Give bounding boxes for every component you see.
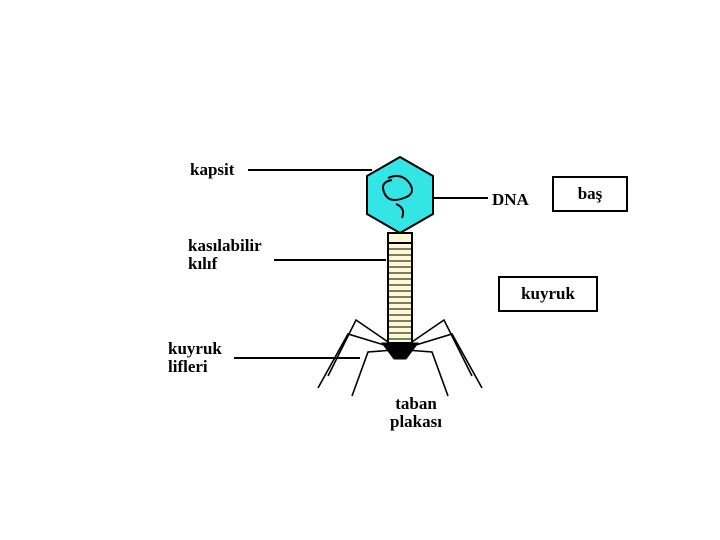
collar [388, 233, 412, 243]
leader-lines [234, 170, 488, 358]
sheath [388, 243, 412, 343]
diagram-stage: kapsit DNA baş kasılabilir kılıf kuyruk … [0, 0, 720, 540]
base-plate [382, 343, 418, 359]
capsid-head [367, 157, 433, 233]
bacteriophage-figure [0, 0, 720, 540]
